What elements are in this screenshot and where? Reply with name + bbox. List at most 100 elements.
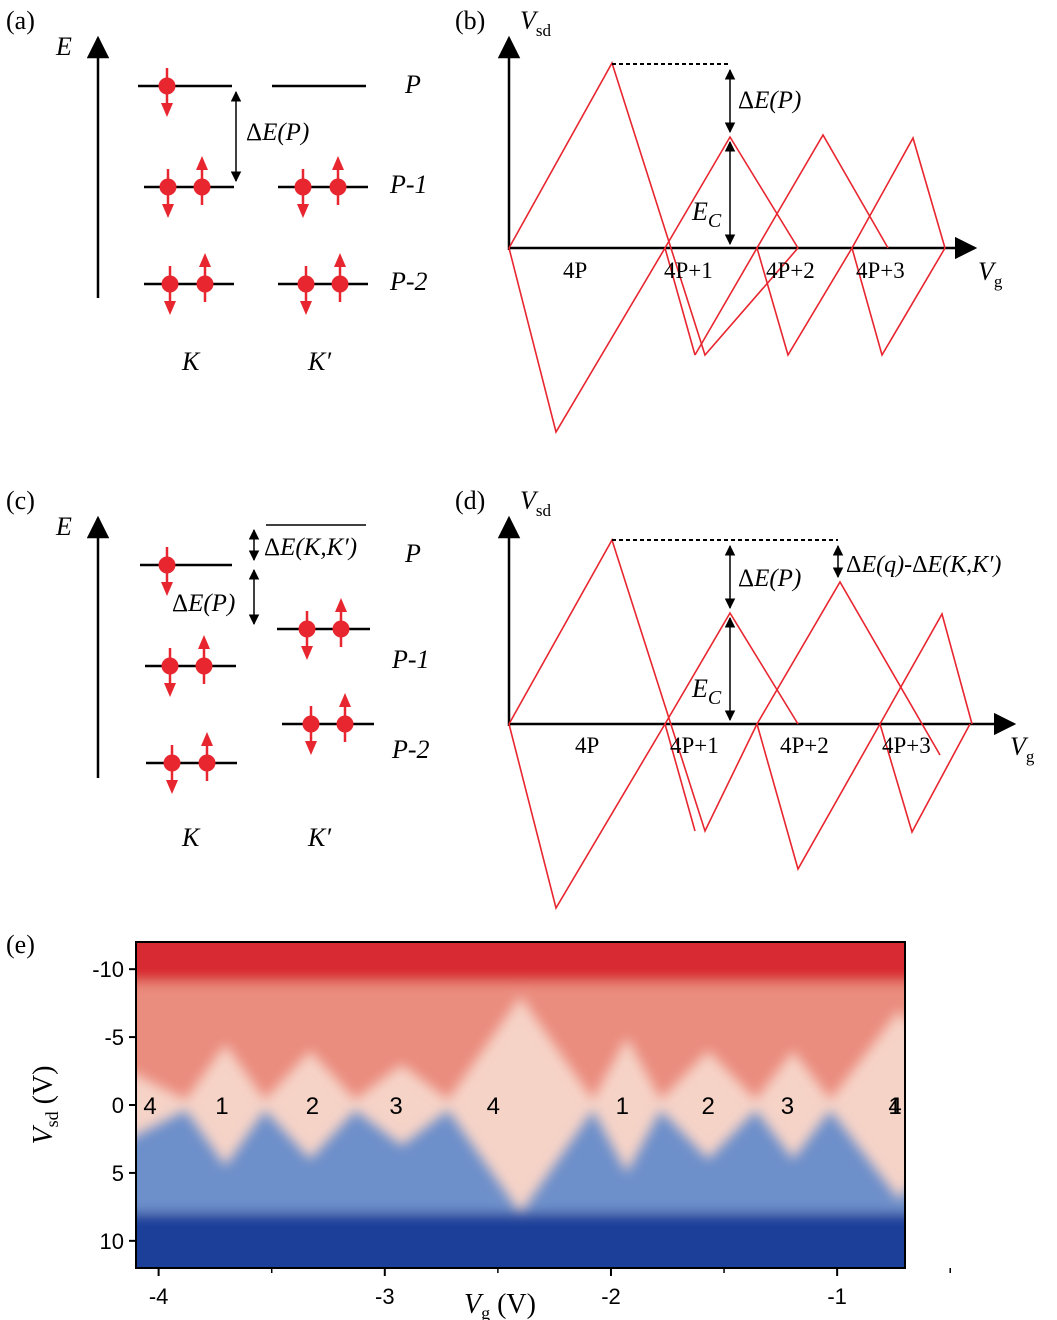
spin-up-electron — [198, 732, 216, 781]
panel-d-letter: (d) — [455, 486, 485, 515]
y-tick-label: -5 — [104, 1025, 124, 1050]
panel-d: (d) Vsd Vg ΔE(P) ΔE(q)-ΔE(K,K′) EC 4P 4P… — [455, 486, 1035, 911]
filling-label: 2 — [306, 1093, 319, 1120]
panel-b-letter: (b) — [455, 6, 485, 35]
region-label-4p: 4P — [563, 258, 587, 283]
panel-c-letter: (c) — [6, 486, 35, 515]
level-label-p1: P-1 — [389, 170, 428, 199]
panel-b: (b) Vsd Vg ΔE(P) EC 4P 4P+1 4P+2 4P+3 — [455, 6, 1003, 435]
low-current-band — [136, 1213, 905, 1268]
diamond-d-4p-lower — [508, 611, 799, 911]
region-label-4p3: 4P+3 — [856, 258, 905, 283]
electrons-a — [158, 68, 349, 315]
diamond-4p2-upper — [756, 133, 889, 249]
map-negative-region — [136, 1110, 905, 1268]
ec-label-d: EC — [691, 674, 722, 709]
spin-down-electron — [158, 547, 176, 596]
diff-label-d: ΔE(q)-ΔE(K,K′) — [846, 552, 1001, 578]
spin-down-electron — [163, 745, 181, 794]
diamond-d-4p2-upper — [756, 580, 941, 756]
gap-label: ΔE(P) — [246, 119, 309, 146]
gap-label-d: ΔE(P) — [738, 565, 801, 592]
y-tick-label: 5 — [112, 1161, 124, 1186]
diamond-d-4p-upper — [508, 538, 758, 834]
diamond-4p-outline — [508, 60, 799, 357]
spin-down-electron — [161, 266, 179, 315]
region-label-4p-d: 4P — [575, 733, 599, 758]
panel-a: (a) E ΔE(P) P P-1 P-2 K K′ — [6, 6, 428, 376]
filling-label: 1 — [215, 1093, 228, 1120]
level-label-p2-c: P-2 — [391, 735, 430, 764]
spin-down-electron — [302, 706, 320, 755]
valley-label-kprime-c: K′ — [307, 823, 331, 852]
map-x-axis-label: Vg (V) — [464, 1289, 536, 1320]
filling-label: 4 — [888, 1093, 901, 1120]
region-label-4p1-d: 4P+1 — [670, 733, 719, 758]
x-tick-label: -1 — [827, 1284, 847, 1309]
level-label-p2: P-2 — [389, 267, 428, 296]
spin-up-electron — [193, 156, 211, 205]
spin-down-electron — [298, 611, 316, 660]
spin-down-electron — [159, 169, 177, 218]
panel-c: (c) E ΔE(K,K′) ΔE(P) P P-1 P-2 K K′ — [6, 486, 430, 852]
panel-a-letter: (a) — [6, 6, 35, 35]
level-label-p1-c: P-1 — [391, 645, 430, 674]
stability-map — [136, 942, 905, 1268]
diamond-lower-chain — [694, 245, 946, 358]
map-ticks: 10 5 0 -5 -10 -4 -3 -2 -1 — [92, 957, 951, 1309]
diamond-4p-lower — [508, 135, 799, 435]
spin-up-electron — [331, 253, 349, 302]
high-current-band — [136, 942, 905, 982]
filling-label: 1 — [616, 1093, 629, 1120]
map-positive-region — [136, 942, 905, 1100]
x-tick-label: -2 — [601, 1284, 621, 1309]
spin-up-electron — [196, 253, 214, 302]
vsd-axis-label-b: Vsd — [520, 6, 552, 40]
region-label-4p2-d: 4P+2 — [780, 733, 829, 758]
y-tick-label: -10 — [92, 957, 124, 982]
filling-labels: 4 1 2 3 4 1 2 3 41 — [143, 1093, 901, 1120]
valley-label-k: K — [181, 347, 201, 376]
energy-axis-label-c: E — [55, 512, 72, 541]
gap-label-b: ΔE(P) — [738, 87, 801, 114]
y-tick-label: 0 — [112, 1093, 124, 1118]
map-y-axis-label: Vsd (V) — [28, 1066, 62, 1145]
energy-axis-label: E — [55, 32, 72, 61]
filling-label: 4 — [143, 1093, 156, 1120]
electrons-c — [158, 547, 354, 794]
level-label-p: P — [404, 70, 421, 99]
valley-label-kprime: K′ — [307, 347, 331, 376]
vsd-axis-label-d: Vsd — [520, 486, 552, 520]
vg-axis-label-b: Vg — [978, 257, 1003, 291]
spin-up-electron — [329, 156, 347, 205]
spin-up-electron — [195, 635, 213, 684]
splitting-label: ΔE(K,K′) — [264, 534, 357, 561]
spin-down-electron — [297, 266, 315, 315]
gap-label-c: ΔE(P) — [172, 590, 235, 617]
ec-label-b: EC — [691, 197, 722, 232]
x-tick-label: -4 — [149, 1284, 169, 1309]
filling-label: 2 — [702, 1093, 715, 1120]
spin-down-electron — [294, 169, 312, 218]
diamond-d-4p1-lower-left — [664, 723, 696, 832]
panel-e-letter: (e) — [6, 930, 35, 959]
diamond-4p1-lower-left — [664, 247, 696, 356]
diamond-d-4p3-upper — [879, 611, 973, 725]
diamond-4p3-upper — [851, 135, 946, 249]
vg-axis-label-d: Vg — [1010, 732, 1035, 766]
spin-up-electron — [336, 693, 354, 742]
filling-label: 3 — [781, 1093, 794, 1120]
region-label-4p1: 4P+1 — [664, 258, 713, 283]
y-tick-label: 10 — [100, 1229, 124, 1254]
spin-down-electron — [161, 648, 179, 697]
region-label-4p2: 4P+2 — [766, 258, 815, 283]
level-label-p-c: P — [404, 539, 421, 568]
valley-label-k-c: K — [181, 823, 201, 852]
region-label-4p3-d: 4P+3 — [882, 733, 931, 758]
x-tick-label: -3 — [375, 1284, 395, 1309]
filling-label: 1 — [888, 1093, 901, 1120]
spin-up-electron — [332, 598, 350, 647]
